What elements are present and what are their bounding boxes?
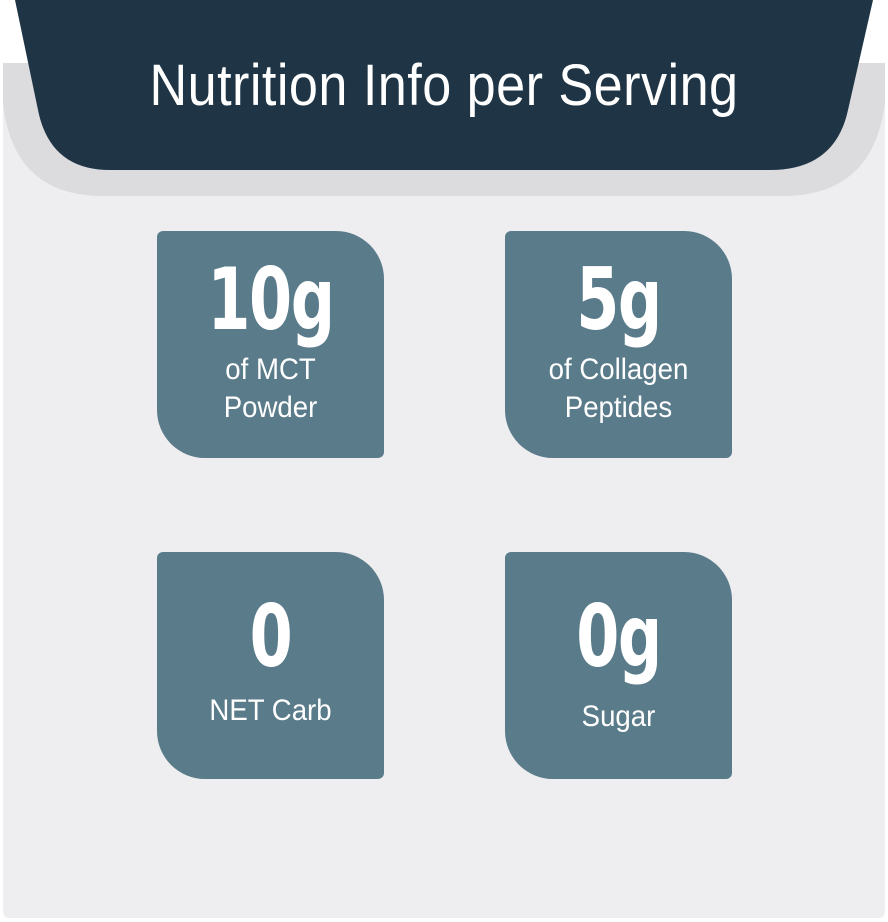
tile-net-carb: 0 NET Carb [157,552,384,779]
tile-value: 0g [576,587,662,687]
tile-mct: 10g of MCT Powder [157,231,384,458]
tile-label: Powder [223,391,318,424]
background-card [3,63,885,918]
tile-value: 10g [207,250,335,350]
header-banner [15,0,873,170]
tile-value: 0 [249,587,293,687]
tile-label: of MCT [225,353,316,386]
tile-collagen: 5g of Collagen Peptides [505,231,732,458]
tile-sugar: 0g Sugar [505,552,732,779]
tile-value: 5g [576,250,662,350]
tile-label: of Collagen [548,353,689,386]
tile-label: Sugar [581,700,656,733]
page-title: Nutrition Info per Serving [149,53,739,118]
tile-label: NET Carb [209,694,332,727]
tile-label: Peptides [564,391,673,424]
